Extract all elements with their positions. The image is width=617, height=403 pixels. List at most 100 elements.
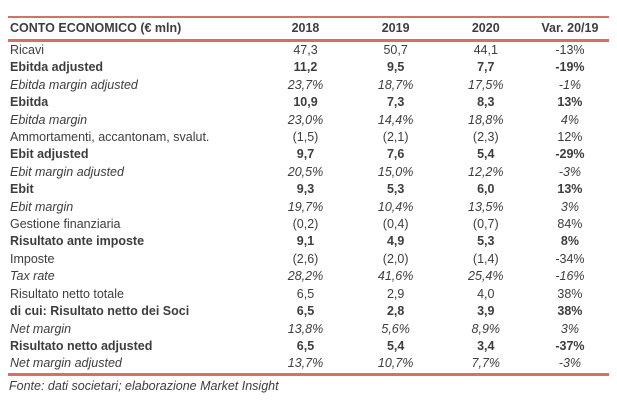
row-label: Ebitda adjusted <box>10 60 104 75</box>
cell-2018: 11,2 <box>293 60 318 75</box>
cell-2020: (2,3) <box>472 130 499 145</box>
table-row: Ebit margin 19,7% 10,4% 13,5% 3% <box>8 199 609 216</box>
cell-var: -37% <box>555 338 585 353</box>
row-label: Net margin adjusted <box>8 355 261 376</box>
cell-2019: 2,8 <box>386 304 405 319</box>
table-row: Net margin 13,8% 5,6% 8,9% 3% <box>8 321 609 338</box>
cell-2019: 7,3 <box>386 95 405 110</box>
cell-2019: 7,6 <box>386 147 405 162</box>
row-label: Ricavi <box>10 43 45 57</box>
cell-var: 3% <box>560 199 579 214</box>
cell-2018: 23,7% <box>287 77 324 92</box>
row-label: Ebit <box>10 182 34 197</box>
table-row: Ebit 9,3 5,3 6,0 13% <box>8 181 609 198</box>
table-row: Ebitda margin 23,0% 14,4% 18,8% 4% <box>8 112 609 129</box>
income-statement-table: CONTO ECONOMICO (€ mln) 2018 2019 2020 V… <box>8 16 609 376</box>
cell-var: -1% <box>558 77 582 92</box>
cell-2020: 3,4 <box>477 338 495 353</box>
cell-2019: 15,0% <box>377 164 414 179</box>
table-row: Gestione finanziaria (0,2) (0,4) (0,7) 8… <box>8 216 609 233</box>
cell-var: 84% <box>557 217 583 232</box>
cell-2018: 13,7% <box>260 355 351 376</box>
cell-2020: 3,9 <box>477 304 495 319</box>
column-header-2020: 2020 <box>440 16 531 42</box>
cell-2018: 9,7 <box>296 147 315 162</box>
cell-2020: 7,7 <box>477 60 495 75</box>
cell-2019: 4,9 <box>386 234 405 249</box>
cell-2018: 6,5 <box>296 338 315 353</box>
cell-var: -29% <box>555 147 585 162</box>
cell-2020: 5,3 <box>477 234 495 249</box>
row-label: Risultato netto adjusted <box>10 338 153 353</box>
column-header-2018: 2018 <box>260 16 351 42</box>
table-header-row: CONTO ECONOMICO (€ mln) 2018 2019 2020 V… <box>8 16 609 42</box>
table-row: Risultato ante imposte 9,1 4,9 5,3 8% <box>8 233 609 250</box>
cell-2019: 14,4% <box>377 112 414 127</box>
cell-2020: 12,2% <box>468 164 504 179</box>
cell-2020: 4,0 <box>477 286 495 301</box>
table-body: Ricavi 47,3 50,7 44,1 -13% Ebitda adjust… <box>8 41 609 376</box>
table-row: Ebit margin adjusted 20,5% 15,0% 12,2% -… <box>8 164 609 181</box>
cell-2020: (1,4) <box>472 251 499 266</box>
cell-2020: 44,1 <box>473 43 498 57</box>
cell-var: -3% <box>530 355 609 376</box>
cell-2018: 13,8% <box>287 321 324 336</box>
cell-2019: 50,7 <box>383 43 408 57</box>
cell-2018: 9,3 <box>296 182 315 197</box>
table-row: Ebit adjusted 9,7 7,6 5,4 -29% <box>8 146 609 163</box>
cell-2018: (0,2) <box>292 217 319 232</box>
cell-2018: 6,5 <box>296 304 315 319</box>
cell-var: 3% <box>560 321 579 336</box>
row-label: Ebitda <box>10 95 49 110</box>
row-label: Ebit adjusted <box>10 147 89 162</box>
cell-2019: 5,3 <box>386 182 405 197</box>
row-label: Ammortamenti, accantonam, svalut. <box>10 130 210 145</box>
cell-2019: 5,4 <box>386 338 405 353</box>
cell-2020: 7,7% <box>440 355 531 376</box>
cell-2018: 23,0% <box>287 112 324 127</box>
cell-2019: 18,7% <box>377 77 414 92</box>
cell-2018: 10,9 <box>293 95 318 110</box>
row-label: Gestione finanziaria <box>10 217 121 232</box>
row-label: Tax rate <box>10 269 55 284</box>
table-row: Ebitda 10,9 7,3 8,3 13% <box>8 94 609 111</box>
cell-2020: 8,9% <box>471 321 501 336</box>
cell-2018: 20,5% <box>287 164 324 179</box>
row-label: di cui: Risultato netto dei Soci <box>10 304 190 319</box>
table-row: Risultato netto adjusted 6,5 5,4 3,4 -37… <box>8 338 609 355</box>
cell-2020: 17,5% <box>468 77 504 92</box>
table-title: CONTO ECONOMICO (€ mln) <box>8 16 261 42</box>
cell-2019: (0,4) <box>382 217 409 232</box>
table-row: Ricavi 47,3 50,7 44,1 -13% <box>8 41 609 60</box>
cell-2019: 2,9 <box>386 286 405 301</box>
row-label: Net margin <box>10 321 72 336</box>
cell-var: -3% <box>558 164 582 179</box>
table-row: Ebitda adjusted 11,2 9,5 7,7 -19% <box>8 59 609 76</box>
cell-2019: 10,7% <box>350 355 441 376</box>
cell-var: -34% <box>555 251 585 266</box>
table-row: Imposte (2,6) (2,0) (1,4) -34% <box>8 251 609 268</box>
cell-2020: 6,0 <box>477 182 495 197</box>
table-row: Ebitda margin adjusted 23,7% 18,7% 17,5%… <box>8 77 609 94</box>
column-header-var: Var. 20/19 <box>530 16 609 42</box>
cell-var: 38% <box>557 304 583 319</box>
cell-2019: 41,6% <box>377 269 414 284</box>
cell-2019: (2,1) <box>382 130 409 145</box>
cell-2018: (1,5) <box>292 130 319 145</box>
table-row: Ammortamenti, accantonam, svalut. (1,5) … <box>8 129 609 146</box>
cell-var: -19% <box>555 60 585 75</box>
cell-var: 8% <box>560 234 579 249</box>
cell-2018: 9,1 <box>296 234 315 249</box>
cell-var: 38% <box>557 286 583 301</box>
row-label: Ebit margin adjusted <box>10 164 124 179</box>
row-label: Ebitda margin adjusted <box>10 77 138 92</box>
cell-2019: (2,0) <box>382 251 409 266</box>
row-label: Imposte <box>10 251 55 266</box>
cell-var: 4% <box>560 112 579 127</box>
cell-2018: 47,3 <box>293 43 318 57</box>
cell-var: -16% <box>555 269 585 284</box>
column-header-2019: 2019 <box>350 16 441 42</box>
table-row: di cui: Risultato netto dei Soci 6,5 2,8… <box>8 303 609 320</box>
table-row: Net margin adjusted 13,7% 10,7% 7,7% -3% <box>8 355 609 376</box>
